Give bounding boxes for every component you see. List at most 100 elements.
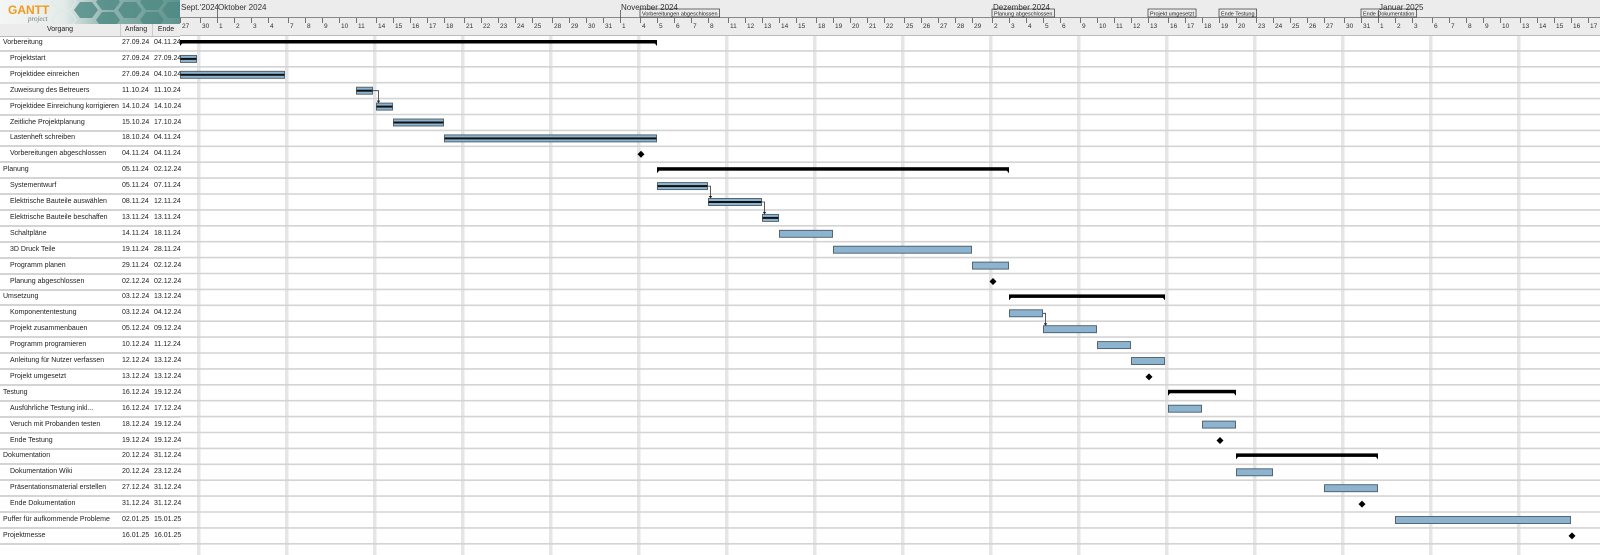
milestone-diamond[interactable] [1145, 373, 1153, 381]
table-row[interactable]: Zuweisung des Betreuers 11.10.24 11.10.2… [0, 84, 181, 100]
milestone-diamond[interactable] [1358, 500, 1366, 508]
critical-path-line [657, 185, 708, 188]
task-bar[interactable] [972, 261, 1009, 270]
task-bar[interactable] [1131, 357, 1165, 365]
header-milestone-box [991, 8, 1055, 18]
task-bar[interactable] [1202, 420, 1236, 429]
day-label: 15 [1556, 23, 1564, 30]
table-row[interactable]: Anleitung für Nutzer verfassen 12.12.24 … [0, 354, 181, 370]
summary-bar-start-cap [1236, 453, 1239, 460]
table-row[interactable]: Puffer für aufkommende Probleme 02.01.25… [0, 513, 182, 529]
table-row[interactable]: Projekt zusammenbauen 05.12.24 09.12.24 [0, 322, 181, 339]
task-bar[interactable] [833, 245, 972, 254]
table-row[interactable]: Umsetzung 03.12.24 13.12.24 [0, 290, 181, 307]
milestone-diamond[interactable] [989, 278, 997, 285]
table-row[interactable]: Systementwurf 05.11.24 07.11.24 [0, 179, 181, 196]
task-bar[interactable] [1236, 468, 1273, 477]
table-row[interactable]: Komponententestung 03.12.24 04.12.24 [0, 306, 181, 323]
table-row[interactable]: Planung 05.11.24 02.12.24 [0, 163, 181, 180]
table-row[interactable]: Projektmesse 16.01.25 16.01.25 [0, 529, 181, 545]
summary-bar-body [1009, 294, 1165, 298]
task-start: 05.11.24 [122, 182, 149, 190]
task-bar[interactable] [356, 86, 373, 95]
table-row[interactable]: Ausführliche Testung inkl... 16.12.24 17… [0, 402, 181, 418]
table-row[interactable]: Dokumentation 20.12.24 31.12.24 [0, 449, 181, 466]
task-bar[interactable] [1395, 516, 1571, 524]
task-start: 13.11.24 [122, 213, 149, 221]
task-bar[interactable] [657, 182, 708, 191]
milestone-diamond[interactable] [1216, 437, 1224, 444]
table-row[interactable]: Projektstart 27.09.24 27.09.24 [0, 52, 181, 68]
table-row[interactable]: Ende Testung 19.12.24 19.12.24 [0, 434, 181, 450]
milestone-diamond[interactable] [1568, 532, 1576, 540]
header-milestone-box [1360, 8, 1417, 18]
table-row[interactable]: 3D Druck Teile 19.11.24 28.11.24 [0, 243, 181, 259]
table-row[interactable]: Dokumentation Wiki 20.12.24 23.12.24 [0, 465, 181, 482]
table-row[interactable]: Zeitliche Projektplanung 15.10.24 17.10.… [0, 116, 181, 132]
task-end: 15.01.25 [154, 516, 182, 523]
gantt-chart[interactable]: 27 30 1 2 3 4 7 8 9 10 11 14 15 16 17 18 21 22 23 24 25 28 29 3… [180, 0, 1600, 555]
task-start: 15.10.24 [122, 118, 150, 126]
summary-bar[interactable] [180, 40, 657, 46]
day-label: 9 [1485, 23, 1489, 30]
task-start: 19.12.24 [122, 436, 150, 444]
header-milestone-flag[interactable]: Ende Testung [1218, 8, 1257, 18]
weekend-stripe [1517, 36, 1521, 555]
task-bar[interactable] [180, 70, 285, 79]
task-bar[interactable] [1043, 325, 1097, 334]
task-bar[interactable] [1168, 404, 1202, 413]
table-row[interactable]: Vorbereitungen abgeschlossen 04.11.24 04… [0, 147, 181, 164]
task-name: Projektmesse [3, 531, 46, 539]
task-start: 18.12.24 [122, 420, 150, 428]
table-row[interactable]: Schaltpläne 14.11.24 18.11.24 [0, 227, 181, 243]
task-bar[interactable] [376, 102, 393, 111]
column-header-name[interactable]: Vorgang [0, 24, 121, 36]
summary-bar-start-cap [657, 167, 660, 174]
table-row[interactable]: Projektidee Einreichung korrigieren 14.1… [0, 100, 181, 116]
task-end: 13.12.24 [154, 372, 182, 380]
summary-bar-body [1168, 389, 1236, 394]
table-row[interactable]: Elektrische Bauteile auswählen 08.11.24 … [0, 195, 181, 211]
day-label: 16 [1573, 23, 1581, 30]
header-milestone-flag[interactable]: Vorbereitungen abgeschlossen [639, 8, 720, 18]
summary-bar[interactable] [1009, 294, 1165, 301]
task-bar[interactable] [180, 54, 197, 63]
table-row[interactable]: Planung abgeschlossen 02.12.24 02.12.24 [0, 275, 181, 291]
header-milestone-flag[interactable]: Projekt umgesetzt [1147, 8, 1197, 18]
header-milestone-flag[interactable]: Ende Dokumentation [1360, 8, 1417, 18]
task-bar[interactable] [393, 118, 444, 127]
table-row[interactable]: Projekt umgesetzt 13.12.24 13.12.24 [0, 370, 182, 386]
table-row[interactable]: Vorbereitung 27.09.24 04.11.24 [0, 36, 181, 52]
header-milestone-flag[interactable]: Planung abgeschlossen [991, 8, 1055, 18]
task-bar[interactable] [1097, 341, 1131, 350]
table-row[interactable]: Programm planen 29.11.24 02.12.24 [0, 259, 181, 275]
summary-bar[interactable] [657, 167, 1009, 174]
summary-bar-body [180, 40, 657, 44]
task-bar[interactable] [1009, 309, 1043, 318]
task-bar[interactable] [444, 134, 657, 143]
table-row[interactable]: Programm programieren 10.12.24 11.12.24 [0, 338, 181, 355]
task-bar[interactable] [708, 198, 762, 206]
table-row[interactable]: Elektrische Bauteile beschaffen 13.11.24… [0, 211, 181, 227]
header-milestone-box [639, 8, 720, 18]
table-row[interactable]: Ende Dokumentation 31.12.24 31.12.24 [0, 497, 181, 514]
header-milestone-label: Projekt umgesetzt [1150, 12, 1194, 18]
table-row[interactable]: Projektidee einreichen 27.09.24 04.10.24 [0, 68, 181, 84]
table-row[interactable]: Präsentationsmaterial erstellen 27.12.24… [0, 481, 181, 498]
critical-path-line [762, 216, 779, 219]
milestone-diamond[interactable] [637, 150, 645, 158]
day-label: 28 [554, 23, 562, 30]
table-row[interactable]: Testung 16.12.24 19.12.24 [0, 386, 181, 402]
summary-bar[interactable] [1236, 453, 1378, 460]
column-header-start[interactable]: Anfang [120, 24, 153, 36]
table-row[interactable]: Veruch mit Probanden testen 18.12.24 19.… [0, 418, 181, 434]
critical-path-line [356, 89, 373, 92]
task-bar[interactable] [779, 229, 833, 238]
task-start: 16.12.24 [122, 388, 150, 396]
summary-bar[interactable] [1168, 389, 1236, 396]
task-bar-body [1236, 468, 1273, 477]
column-header-end[interactable]: Ende [157, 26, 175, 33]
task-bar[interactable] [762, 213, 779, 222]
table-row[interactable]: Lastenheft schreiben 18.10.24 04.11.24 [0, 131, 181, 148]
task-bar[interactable] [1324, 484, 1378, 493]
